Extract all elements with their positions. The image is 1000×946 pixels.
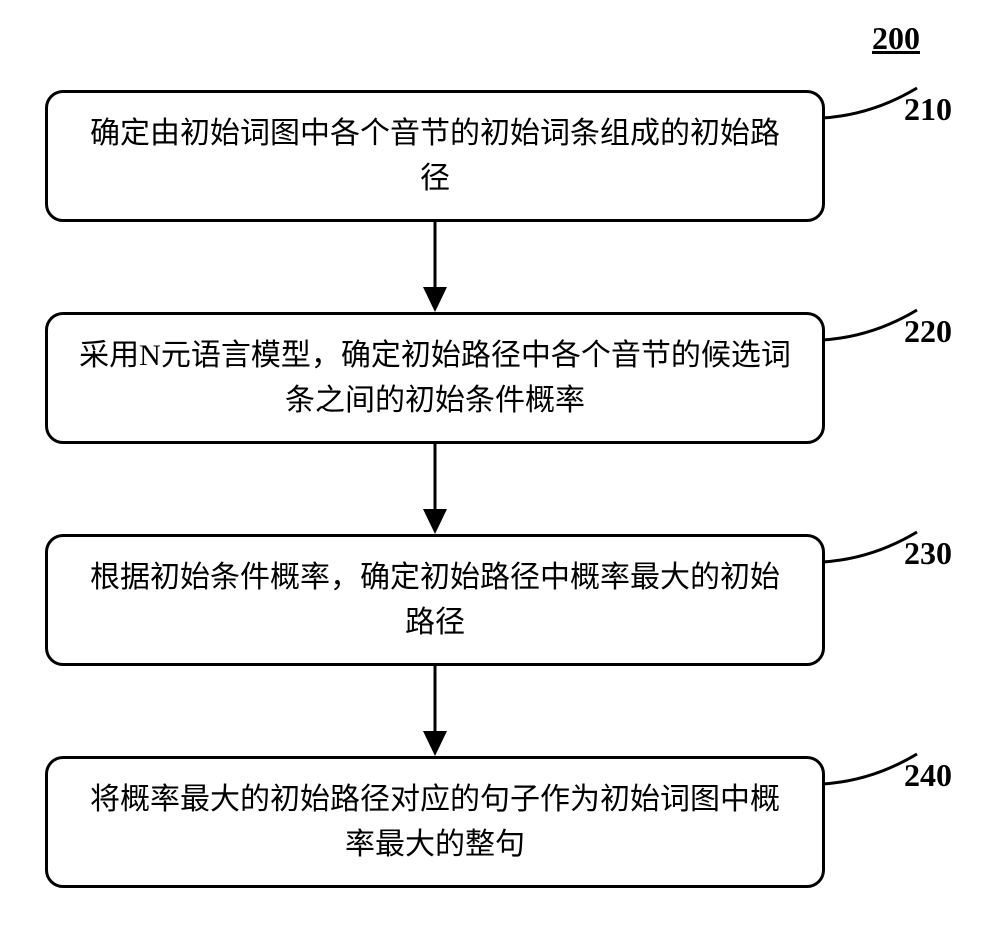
step-label: 240 [904, 751, 952, 799]
flow-step-text: 将概率最大的初始路径对应的句子作为初始词图中概率最大的整句 [90, 783, 780, 861]
figure-number: 200 [872, 20, 920, 57]
arrow-container [45, 222, 825, 312]
step-label: 220 [904, 307, 952, 355]
arrow-down-icon [415, 222, 455, 312]
flow-step-230: 根据初始条件概率，确定初始路径中概率最大的初始路径 230 [45, 534, 825, 666]
flow-step-240: 将概率最大的初始路径对应的句子作为初始词图中概率最大的整句 240 [45, 756, 825, 888]
arrow-down-icon [415, 666, 455, 756]
flow-step-text: 确定由初始词图中各个音节的初始词条组成的初始路径 [90, 117, 780, 195]
step-label: 230 [904, 529, 952, 577]
step-label: 210 [904, 85, 952, 133]
flow-step-text: 采用N元语言模型，确定初始路径中各个音节的候选词条之间的初始条件概率 [79, 339, 791, 417]
flow-step-220: 采用N元语言模型，确定初始路径中各个音节的候选词条之间的初始条件概率 220 [45, 312, 825, 444]
flow-step-text: 根据初始条件概率，确定初始路径中概率最大的初始路径 [90, 561, 780, 639]
arrow-container [45, 444, 825, 534]
flow-step-210: 确定由初始词图中各个音节的初始词条组成的初始路径 210 [45, 90, 825, 222]
flowchart-container: 确定由初始词图中各个音节的初始词条组成的初始路径 210 采用N元语言模型，确定… [45, 90, 955, 888]
arrow-container [45, 666, 825, 756]
arrow-down-icon [415, 444, 455, 534]
